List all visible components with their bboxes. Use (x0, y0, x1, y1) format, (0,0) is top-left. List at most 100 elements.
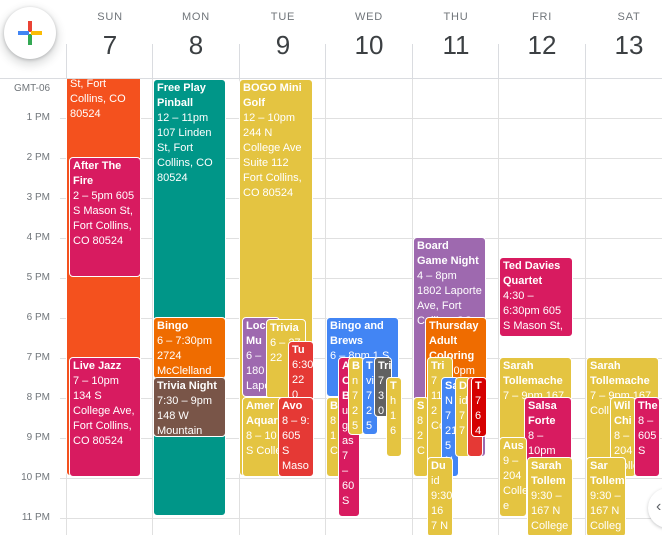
day-name: SAT (617, 11, 641, 23)
event-title: Aus (503, 440, 524, 452)
day-column-divider (325, 79, 326, 535)
event-details: 9:30 – 167 N Colleg (590, 490, 622, 532)
event-details: h 1 6 (390, 395, 397, 437)
event-title: T (390, 380, 397, 392)
hour-gridline (60, 278, 662, 279)
calendar-event[interactable]: Tu 6:30 22 0 (288, 341, 314, 403)
plus-icon (18, 21, 42, 45)
event-title: BOGO Mini Golf (243, 82, 302, 109)
day-header-sun[interactable]: SUN 7 (67, 0, 153, 78)
event-title: S (417, 400, 425, 412)
day-number[interactable]: 7 (102, 30, 118, 60)
day-number[interactable]: 13 (614, 30, 644, 60)
event-title: Tri (378, 360, 392, 372)
calendar-event[interactable]: S 8 2 C (413, 397, 429, 477)
event-details: vi 7 2 5 (366, 375, 374, 432)
event-details: 6 – 7:30pm 2724 McClelland (157, 335, 213, 377)
day-header-tue[interactable]: TUE 9 (240, 0, 326, 78)
event-title: Bingo and Brews (330, 320, 384, 347)
day-number[interactable]: 12 (527, 30, 557, 60)
event-title: Board Game Night (417, 240, 479, 267)
event-title: Ted Davies Quartet (503, 260, 561, 287)
event-title: Free Play Pinball (157, 82, 206, 109)
calendar-event[interactable]: SaN 7 21 5 N (441, 377, 459, 477)
calendar-header: SUN 7 MON 8 TUE 9 WED 10 THU 11 FRI 12 S… (0, 0, 662, 79)
event-title: Salsa Forte (528, 400, 557, 427)
event-title: Wil Chi (614, 400, 632, 427)
create-event-button[interactable] (4, 7, 56, 59)
calendar-event[interactable]: Sarah Tollem 9:30 – 167 N College (527, 457, 573, 535)
event-title: B (352, 360, 360, 372)
day-header-fri[interactable]: FRI 12 (499, 0, 585, 78)
day-name: SUN (97, 11, 123, 23)
event-details: 9 – 204 Colle e Av (503, 455, 527, 516)
calendar-event[interactable]: Aus 9 – 204 Colle e Av (499, 437, 527, 517)
calendar-event[interactable]: Du id 9:30 16 7 N (427, 457, 453, 535)
day-number[interactable]: 8 (188, 30, 204, 60)
day-name: TUE (270, 11, 296, 23)
day-number[interactable]: 11 (442, 30, 470, 60)
event-title: B (330, 400, 338, 412)
hour-gridline (60, 238, 662, 239)
event-title: Sarah Tollem (531, 460, 566, 487)
day-header-sat[interactable]: SAT 13 (586, 0, 662, 78)
event-details: n 7 2 5 (352, 375, 359, 432)
event-title: D (459, 380, 467, 392)
event-details: 8 2 C (417, 415, 425, 457)
event-title: Live Jazz (73, 360, 122, 372)
event-details: 2 – 5pm 605 S Mason St, Fort Collins, CO… (73, 190, 135, 247)
event-title: Tu (292, 344, 305, 356)
week-grid[interactable]: GMT-06 1 PM 2 PM 3 PM 4 PM 5 PM 6 PM 7 PM 8 PM 9… (0, 79, 662, 535)
calendar-event[interactable]: Avo 8 – 9: 605 S Maso (278, 397, 314, 477)
event-details: 4:30 – 6:30pm 605 S Mason St, (503, 290, 563, 332)
event-title: Sa (445, 380, 459, 392)
event-details: id 7 7 (459, 395, 468, 437)
divider (152, 44, 153, 78)
calendar-event[interactable]: The 8 – 605 S (634, 397, 660, 477)
event-details: ue gr as 7 – 60 S (342, 405, 355, 507)
hour-label: 1 PM (26, 112, 50, 123)
day-number[interactable]: 9 (275, 30, 291, 60)
event-title: The (638, 400, 658, 412)
hour-label: 2 PM (26, 152, 50, 163)
calendar-event[interactable]: T 7 6 4 (471, 377, 487, 437)
chevron-left-icon: ‹ (656, 498, 662, 515)
event-details: 7 3 0 (378, 375, 385, 417)
hour-gridline (60, 158, 662, 159)
day-header-mon[interactable]: MON 8 (153, 0, 239, 78)
event-title: After The Fire (73, 160, 122, 187)
hour-gridline (60, 118, 662, 119)
day-header-thu[interactable]: THU 11 (413, 0, 499, 78)
hour-label: 9 PM (26, 432, 50, 443)
day-number[interactable]: 10 (354, 30, 384, 60)
calendar-event[interactable]: After The Fire 2 – 5pm 605 S Mason St, Fo… (69, 157, 141, 277)
timezone-label: GMT-06 (14, 83, 51, 94)
event-details: 8 1 C (330, 415, 338, 457)
day-header-wed[interactable]: WED 10 (326, 0, 412, 78)
divider (325, 44, 326, 78)
event-details: 12 – 10pm 244 N College Ave Suite 112 Fo… (243, 112, 302, 199)
calendar-event[interactable]: Sar Tollem 9:30 – 167 N Colleg (586, 457, 626, 535)
event-details: 12 – 11pm 107 Linden St, Fort Collins, C… (157, 112, 213, 184)
hour-label: 4 PM (26, 232, 50, 243)
hour-label: 3 PM (26, 192, 50, 203)
event-details: 6:30 22 0 (292, 359, 314, 401)
calendar-event[interactable]: Live Jazz 7 – 10pm 134 S College Ave, For… (69, 357, 141, 477)
hour-gridline (60, 198, 662, 199)
event-title: Trivia (270, 322, 299, 334)
event-title: Bingo (157, 320, 189, 332)
calendar-event[interactable]: Free Play Pinball 12 – 11pm 107 Linden St… (153, 79, 226, 516)
event-details: St, Fort Collins, CO 80524 (70, 79, 126, 120)
calendar-event[interactable]: Ted Davies Quartet 4:30 – 6:30pm 605 S Ma… (499, 257, 573, 337)
calendar-event[interactable]: Trivia Night 7:30 – 9pm 148 W Mountain (153, 377, 226, 437)
event-details: 9:30 – 167 N College (531, 490, 569, 532)
day-column-divider (498, 79, 499, 535)
day-name: FRI (531, 11, 553, 23)
calendar-event[interactable]: Bingo 6 – 7:30pm 2724 McClelland (153, 317, 226, 379)
scroll-right-button[interactable]: ‹ (648, 488, 662, 528)
event-title: Loc Mu (246, 320, 266, 347)
day-name: MON (181, 11, 211, 23)
event-title: Du (431, 460, 446, 472)
